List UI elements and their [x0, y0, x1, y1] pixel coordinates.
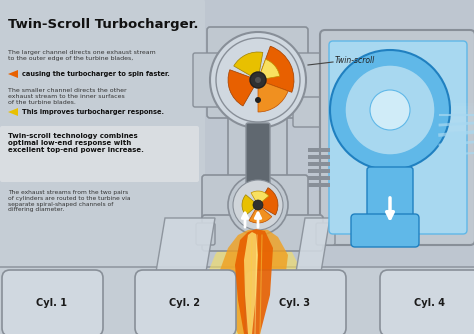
Bar [435, 121, 474, 137]
Bar [308, 169, 330, 173]
Bar [308, 183, 330, 187]
Wedge shape [249, 205, 272, 223]
Wedge shape [242, 195, 258, 215]
FancyBboxPatch shape [320, 30, 474, 245]
Circle shape [228, 175, 288, 235]
Polygon shape [145, 218, 215, 278]
Circle shape [370, 90, 410, 130]
Wedge shape [258, 188, 278, 215]
Text: This improves turbocharger response.: This improves turbocharger response. [22, 109, 164, 115]
Text: The larger channel directs one exhaust stream
to the outer edge of the turbine b: The larger channel directs one exhaust s… [8, 50, 156, 61]
Text: Cyl. 2: Cyl. 2 [170, 298, 201, 308]
Bar [308, 176, 330, 180]
FancyBboxPatch shape [0, 267, 474, 334]
Text: The smaller channel directs the other
exhaust stream to the inner surfaces
of th: The smaller channel directs the other ex… [8, 88, 127, 105]
Circle shape [216, 38, 300, 122]
Bar [435, 112, 474, 134]
Bar [308, 155, 330, 159]
FancyBboxPatch shape [228, 108, 287, 187]
FancyBboxPatch shape [0, 0, 205, 275]
Circle shape [345, 65, 435, 155]
Circle shape [210, 32, 306, 128]
Wedge shape [258, 80, 288, 112]
Wedge shape [251, 191, 269, 205]
Text: Twin-scroll technology combines
optimal low-end response with
excellent top-end : Twin-scroll technology combines optimal … [8, 133, 144, 153]
FancyBboxPatch shape [245, 270, 346, 334]
Bar [435, 106, 474, 132]
Text: Cyl. 4: Cyl. 4 [414, 298, 446, 308]
Circle shape [330, 50, 450, 170]
Polygon shape [235, 229, 273, 334]
Polygon shape [8, 70, 18, 78]
FancyBboxPatch shape [367, 167, 413, 233]
Wedge shape [228, 70, 258, 106]
FancyBboxPatch shape [202, 215, 323, 251]
Polygon shape [244, 232, 258, 334]
FancyBboxPatch shape [202, 175, 308, 221]
FancyBboxPatch shape [316, 223, 335, 245]
Text: Twin-Scroll Turbocharger.: Twin-Scroll Turbocharger. [8, 18, 199, 31]
Polygon shape [205, 228, 305, 334]
Text: Cyl. 3: Cyl. 3 [280, 298, 310, 308]
Wedge shape [258, 46, 294, 92]
Polygon shape [8, 108, 18, 116]
FancyBboxPatch shape [329, 41, 467, 234]
Circle shape [250, 72, 266, 88]
Polygon shape [295, 218, 330, 278]
Circle shape [255, 77, 261, 83]
Bar [435, 118, 474, 136]
Bar [435, 124, 474, 138]
FancyBboxPatch shape [0, 126, 199, 182]
Circle shape [233, 180, 283, 230]
Wedge shape [258, 59, 280, 80]
Bar [308, 148, 330, 152]
FancyBboxPatch shape [293, 88, 332, 127]
FancyBboxPatch shape [380, 270, 474, 334]
Text: The exhaust streams from the two pairs
of cylinders are routed to the turbine vi: The exhaust streams from the two pairs o… [8, 190, 130, 212]
Text: Twin-scroll: Twin-scroll [335, 55, 375, 64]
FancyBboxPatch shape [293, 53, 332, 97]
FancyBboxPatch shape [193, 53, 222, 107]
Text: Cyl. 1: Cyl. 1 [36, 298, 67, 308]
Circle shape [253, 200, 263, 210]
Bar [435, 103, 474, 131]
FancyBboxPatch shape [351, 214, 419, 247]
Circle shape [255, 97, 261, 103]
FancyBboxPatch shape [207, 27, 308, 118]
Wedge shape [234, 52, 263, 80]
FancyBboxPatch shape [246, 123, 270, 187]
FancyBboxPatch shape [2, 270, 103, 334]
Bar [435, 109, 474, 133]
FancyBboxPatch shape [135, 270, 236, 334]
FancyBboxPatch shape [196, 223, 215, 245]
Bar [308, 162, 330, 166]
Polygon shape [220, 228, 288, 334]
Text: causing the turbocharger to spin faster.: causing the turbocharger to spin faster. [22, 71, 170, 77]
Bar [435, 115, 474, 135]
